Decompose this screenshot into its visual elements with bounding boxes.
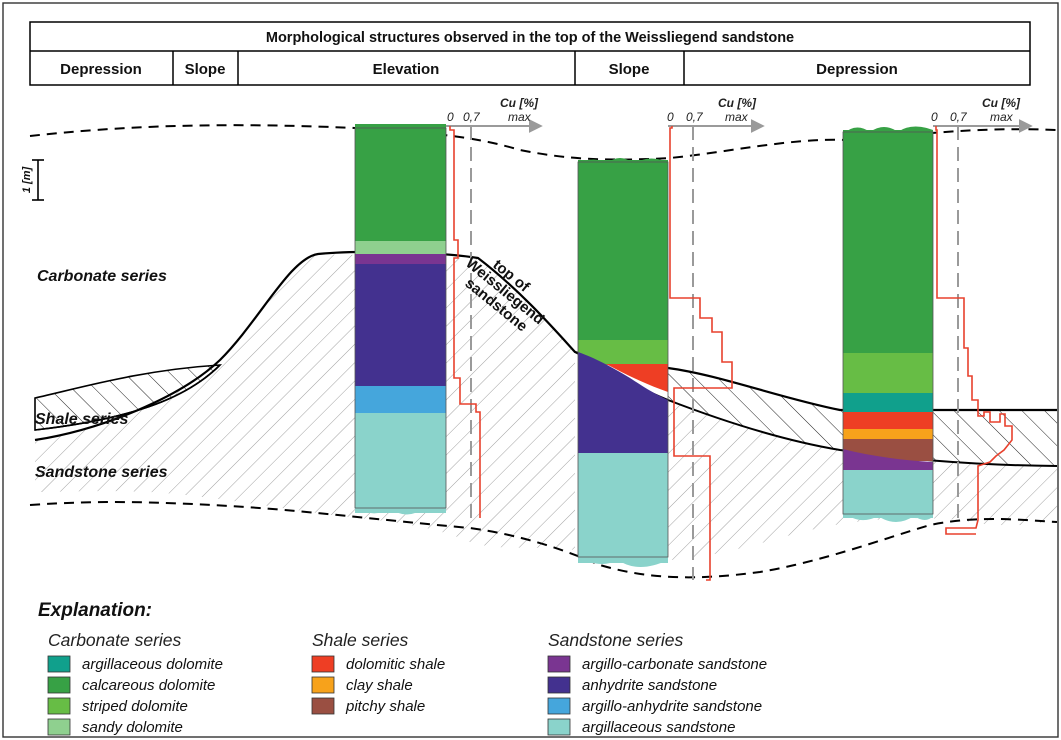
column-depression [843,126,933,522]
legend-swatch [47,697,71,715]
legend-label: pitchy shale [345,698,425,715]
legend-swatch [547,697,571,715]
column-depression-outline [842,131,934,515]
column-slope [578,158,668,567]
legend-label: argillo-carbonate sandstone [582,656,767,673]
legend-group-title: Carbonate series [48,630,182,650]
layer-sandy-dolomite [355,241,446,254]
header-table: Morphological structures observed in the… [29,21,1031,86]
legend-label: dolomitic shale [346,656,445,673]
label-carbonate-series: Carbonate series [37,268,167,285]
layer-argillaceous-dolomite [843,393,933,412]
layer-argillaceous-sandstone [578,453,668,563]
cu-axis-2: Cu [%] 0 0,7 max [667,96,765,580]
top-of-sandstone-line [34,250,1057,442]
legend-label: clay shale [346,677,413,694]
cu-tick-max: max [508,110,532,124]
legend-swatch [47,676,71,694]
cu-tick-max: max [725,110,749,124]
column-elevation-outline [354,127,447,509]
header-title: Morphological structures observed in the… [266,30,794,46]
label-shale-series: Shale series [35,411,129,428]
legend-label: argillaceous dolomite [82,656,223,673]
cu-profile-2 [669,126,733,581]
shale-base-line-left [34,364,221,431]
legend-swatch [47,655,71,673]
legend-swatch [47,718,71,736]
layer-calcareous-dolomite [843,130,933,353]
legend: Carbonate series argillaceous dolomite cal… [47,630,767,736]
column-slope-outline [577,161,669,558]
layer-dolomitic-shale [843,412,933,429]
header-cell-elevation: Elevation [373,61,440,78]
header-cell-slope-right: Slope [609,61,650,78]
scale-bar: 1 [m] [21,159,44,201]
cu-axis-title: Cu [%] [982,96,1021,110]
legend-label: argillo-anhydrite sandstone [582,698,762,715]
layer-argillo-carbonate-sandstone [843,449,933,470]
header-cell-slope-left: Slope [185,61,226,78]
legend-swatch [311,655,335,673]
cu-tick-0: 0 [447,110,454,124]
legend-swatch [311,697,335,715]
legend-label: argillaceous sandstone [582,719,735,736]
layer-calcareous-dolomite [355,124,446,241]
cu-tick-0-7: 0,7 [463,110,481,124]
cu-profile-1 [449,126,481,518]
cu-tick-0: 0 [667,110,674,124]
legend-group-title: Shale series [312,630,409,650]
cu-axis-1: Cu [%] 0 0,7 max [446,96,543,520]
layer-calcareous-dolomite [578,160,668,340]
layer-clay-shale [843,429,933,439]
legend-swatch [547,676,571,694]
cu-axis-title: Cu [%] [500,96,539,110]
legend-swatch [311,676,335,694]
header-cell-depression-right: Depression [816,61,898,78]
cu-axis-3: Cu [%] 0 0,7 max [931,96,1033,525]
legend-label: calcareous dolomite [82,677,215,694]
cu-tick-0: 0 [931,110,938,124]
layer-anhydrite-sandstone [355,264,446,386]
legend-swatch [547,718,571,736]
layer-dolomitic-shale [606,364,668,392]
layer-striped-dolomite [843,353,933,393]
layer-argillo-carbonate-sandstone [355,254,446,264]
scale-label: 1 [m] [21,167,33,194]
layer-argillaceous-sandstone [355,413,446,513]
layer-argillo-anhydrite-sandstone [355,386,446,413]
cu-tick-0-7: 0,7 [950,110,968,124]
header-cell-depression-left: Depression [60,61,142,78]
label-sandstone-series: Sandstone series [35,464,168,481]
legend-label: sandy dolomite [82,719,183,736]
legend-label: striped dolomite [82,698,188,715]
layer-anhydrite-sandstone [578,352,668,453]
legend-label: anhydrite sandstone [582,677,717,694]
cu-axis-title: Cu [%] [718,96,757,110]
explanation-title: Explanation: [38,600,152,621]
cu-tick-max: max [990,110,1014,124]
column-elevation [355,124,446,515]
legend-swatch [547,655,571,673]
cu-tick-0-7: 0,7 [686,110,704,124]
legend-group-title: Sandstone series [548,630,683,650]
cu-profile-3 [935,126,1013,535]
